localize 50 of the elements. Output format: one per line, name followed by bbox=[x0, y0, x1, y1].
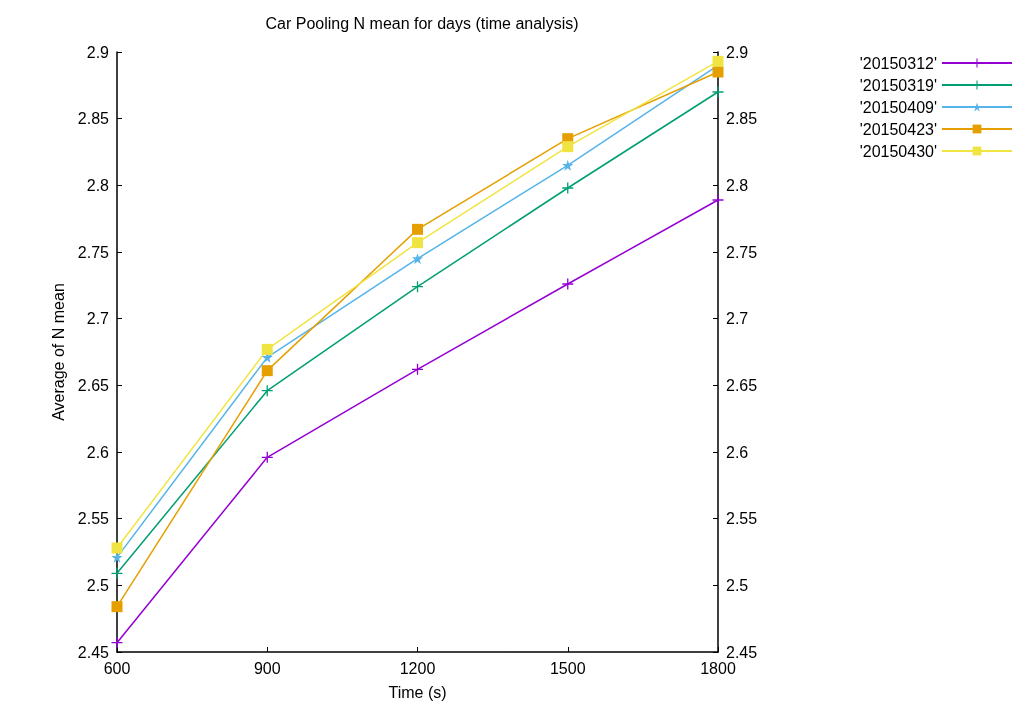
point bbox=[562, 141, 574, 153]
y-tick-label: 2.6 bbox=[86, 443, 110, 461]
y-tick-label: 2.75 bbox=[77, 243, 110, 261]
y-tick-label: 2.9 bbox=[86, 43, 110, 61]
y2-tick-label: 2.45 bbox=[726, 643, 758, 661]
y-tick-label: 2.85 bbox=[77, 110, 110, 128]
y2-tick-label: 2.6 bbox=[726, 443, 749, 461]
y2-tick-label: 2.65 bbox=[726, 376, 758, 394]
point bbox=[562, 182, 574, 194]
legend-label: '20150312' bbox=[859, 54, 937, 72]
point bbox=[562, 159, 574, 171]
y-tick-label: 2.8 bbox=[86, 176, 110, 194]
point bbox=[712, 55, 724, 67]
x-tick-label: 600 bbox=[103, 659, 131, 677]
y2-tick-label: 2.75 bbox=[726, 243, 758, 261]
y2-tick-label: 2.85 bbox=[726, 110, 758, 128]
point bbox=[261, 365, 273, 377]
point bbox=[412, 223, 423, 235]
x-axis-title: Time (s) bbox=[388, 683, 447, 701]
x-tick-label: 900 bbox=[253, 659, 281, 677]
y-tick-label: 2.45 bbox=[77, 643, 110, 661]
chart-title: Car Pooling N mean for days (time analysis) bbox=[265, 14, 579, 32]
y-tick-label: 2.7 bbox=[86, 310, 110, 328]
y-tick-label: 2.55 bbox=[77, 510, 110, 528]
y-tick-label: 2.5 bbox=[86, 576, 110, 594]
point bbox=[712, 86, 724, 98]
y-axis-title: Average of N mean bbox=[50, 283, 68, 421]
y-tick-label: 2.65 bbox=[77, 376, 110, 394]
point bbox=[111, 637, 123, 649]
legend-label: '20150430' bbox=[859, 142, 937, 160]
x-tick-label: 1800 bbox=[700, 659, 736, 677]
y2-tick-label: 2.5 bbox=[726, 576, 749, 594]
x-tick-label: 1200 bbox=[399, 659, 436, 677]
point bbox=[261, 343, 273, 355]
legend-label: '20150319' bbox=[859, 76, 937, 94]
point bbox=[712, 66, 724, 78]
point bbox=[111, 601, 123, 613]
y2-tick-label: 2.55 bbox=[726, 510, 758, 528]
point bbox=[111, 542, 123, 554]
y2-tick-label: 2.9 bbox=[726, 43, 749, 61]
point bbox=[412, 237, 423, 249]
x-tick-label: 1500 bbox=[549, 659, 586, 677]
y2-tick-label: 2.7 bbox=[726, 310, 749, 328]
legend-label: '20150409' bbox=[859, 98, 937, 116]
y2-tick-label: 2.8 bbox=[726, 176, 749, 194]
legend-label: '20150423' bbox=[859, 120, 937, 138]
point bbox=[111, 567, 123, 579]
point bbox=[712, 194, 724, 206]
point bbox=[412, 253, 423, 265]
point bbox=[562, 278, 574, 290]
